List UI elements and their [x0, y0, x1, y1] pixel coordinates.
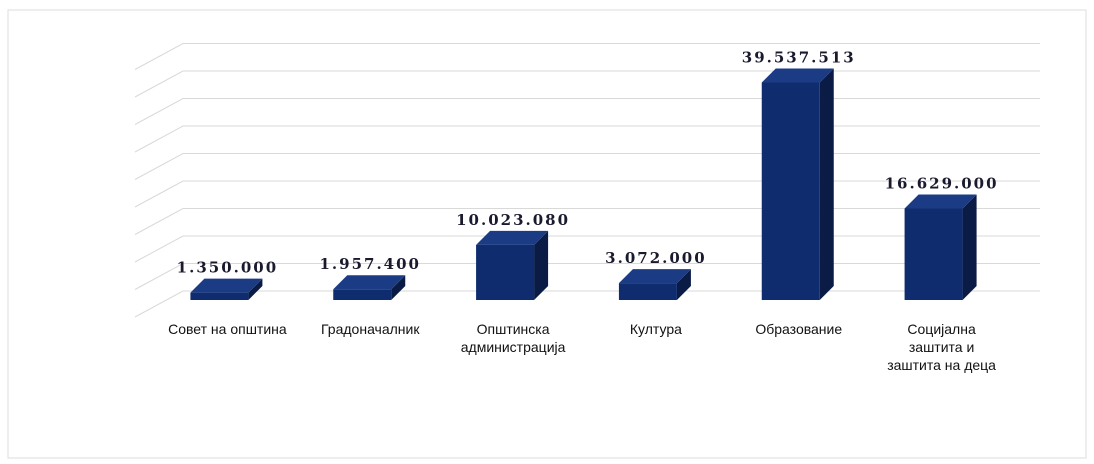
- bar-front: [904, 208, 963, 300]
- bar-front: [476, 244, 535, 300]
- bar: [333, 275, 406, 300]
- bar: [190, 278, 263, 300]
- grid-line: [134, 70, 1040, 98]
- bar-side: [391, 275, 406, 300]
- frame: [7, 9, 1087, 459]
- x-tick-label: Социјална заштита и заштита на деца: [887, 321, 996, 373]
- bar-top: [476, 230, 549, 245]
- data-label: 39.537.513: [742, 49, 856, 67]
- x-tick-label: Градоначалник: [321, 321, 420, 337]
- grid-line: [134, 290, 1040, 318]
- bar-front: [333, 289, 392, 300]
- x-tick-label: Образование: [755, 321, 843, 337]
- bar-front: [190, 292, 249, 300]
- bar-side: [819, 68, 834, 301]
- grid-line: [134, 125, 1040, 153]
- bar: [476, 230, 549, 300]
- data-label: 16.629.000: [885, 175, 999, 193]
- grid-line: [134, 180, 1040, 208]
- grid-line: [134, 98, 1040, 125]
- data-label: 3.072.000: [605, 249, 707, 267]
- grid-line: [134, 153, 1040, 180]
- bar-front: [761, 82, 820, 301]
- data-label: 1.350.000: [177, 259, 279, 277]
- bar-side: [962, 194, 977, 300]
- x-tick-label: Совет на општина: [168, 321, 287, 337]
- bar-front: [618, 283, 677, 300]
- grid-line: [134, 43, 1040, 70]
- bar-top: [190, 278, 263, 293]
- data-label: 1.957.400: [319, 255, 421, 273]
- bar-side: [676, 269, 691, 300]
- x-tick-label: Општинска администрација: [460, 321, 566, 355]
- grid-line: [134, 263, 1040, 290]
- bar-top: [618, 269, 691, 284]
- grid-line: [134, 208, 1040, 235]
- bar-side: [248, 278, 263, 300]
- bar: [904, 194, 977, 300]
- bar: [761, 68, 834, 301]
- bar-side: [534, 230, 549, 300]
- bar-top: [761, 68, 834, 83]
- data-label: 10.023.080: [456, 211, 570, 229]
- bar-top: [904, 194, 977, 209]
- bar: [618, 269, 691, 300]
- x-tick-label: Култура: [629, 321, 682, 337]
- bar-top: [333, 275, 406, 290]
- grid-line: [134, 235, 1040, 263]
